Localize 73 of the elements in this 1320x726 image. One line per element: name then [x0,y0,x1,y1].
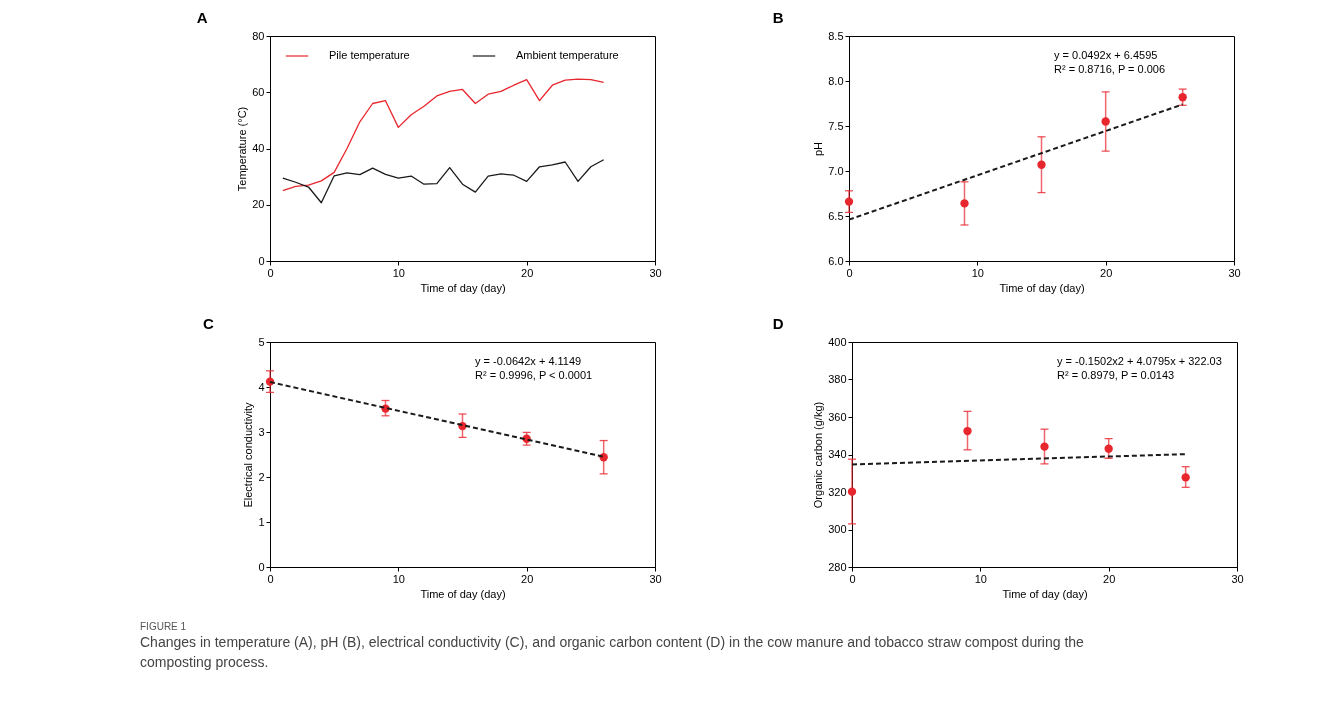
line-series [282,159,605,204]
x-axis-title: Time of day (day) [420,587,506,600]
x-tick-label: 0 [849,572,856,585]
y-axis-title: Electrical conductivity [242,401,255,508]
y-tick-label: 80 [252,29,265,42]
y-axis-title: Temperature (°C) [236,106,249,192]
legend-label: Ambient temperature [516,49,619,61]
chart-title: D [772,315,784,332]
chart-title: C [202,315,214,332]
y-tick-label: 6.5 [828,209,844,222]
x-tick-label: 20 [1103,572,1116,585]
y-tick-label: 340 [828,448,847,460]
y-tick-label: 20 [252,198,265,211]
annotation: R² = 0.8979, P = 0.0143 [1057,369,1175,381]
y-tick-label: 360 [828,410,847,423]
x-tick-label: 10 [971,266,984,279]
y-tick-label: 1 [258,515,265,528]
y-tick-label: 380 [828,373,847,385]
y-tick-label: 8.5 [828,29,844,42]
annotation: y = -0.0642x + 4.1149 [475,355,582,367]
y-tick-label: 300 [828,523,847,535]
point [1037,160,1046,169]
y-tick-label: 4 [258,380,265,393]
point [1040,442,1049,451]
x-tick-label: 20 [1100,266,1113,279]
point [960,199,969,208]
caption: FIGURE 1 [140,621,187,632]
text: Changes in temperature (A), pH (B), electrical conductivity (C), and organic carbon content (D) in the cow manure and tobacco straw compost during the composting process. [140,634,1085,670]
legend-label: Pile temperature [329,49,410,61]
y-tick-label: 0 [258,254,265,267]
x-axis-title: Time of day (day) [420,281,506,294]
point [847,487,857,496]
y-tick-label: 40 [252,142,265,154]
x-tick-label: 10 [392,572,405,585]
y-tick-label: 6.0 [828,254,844,267]
y-tick-label: 7.0 [828,164,844,177]
point [1101,117,1110,126]
y-axis-title: pH [812,141,825,157]
point [1181,473,1190,482]
point [844,197,854,206]
x-tick-label: 30 [649,266,662,279]
point [1104,444,1113,453]
chart-title: A [196,9,208,26]
annotation: R² = 0.8716, P = 0.006 [1054,63,1166,75]
x-tick-label: 10 [974,572,987,585]
annotation: R² = 0.9996, P < 0.0001 [475,369,593,381]
x-axis-title: Time of day (day) [1002,587,1088,600]
x-tick-label: 20 [521,572,534,585]
y-tick-label: 7.5 [828,119,844,132]
y-tick-label: 8.0 [828,74,844,87]
y-tick-label: 5 [258,335,265,348]
y-tick-label: 280 [828,560,847,573]
point [1178,93,1187,102]
annotation: y = -0.1502x2 + 4.0795x + 322.03 [1057,355,1222,367]
x-tick-label: 20 [521,266,534,279]
x-tick-label: 0 [267,266,274,279]
y-axis-title: Organic carbon (g/kg) [812,401,825,509]
x-tick-label: 0 [267,572,274,585]
y-tick-label: 320 [828,485,847,498]
y-tick-label: 400 [828,335,847,348]
y-tick-label: 2 [258,470,265,483]
x-axis-title: Time of day (day) [999,281,1085,294]
x-tick-label: 30 [1231,572,1244,585]
y-tick-label: 60 [252,85,265,98]
y-tick-label: 3 [258,425,265,438]
x-tick-label: 30 [649,572,662,585]
x-tick-label: 10 [392,266,405,279]
point [963,426,972,436]
y-tick-label: 0 [258,560,265,573]
annotation: y = 0.0492x + 6.4595 [1054,49,1158,61]
line-series [282,78,605,192]
chart-title: B [772,9,784,26]
x-tick-label: 30 [1228,266,1241,279]
